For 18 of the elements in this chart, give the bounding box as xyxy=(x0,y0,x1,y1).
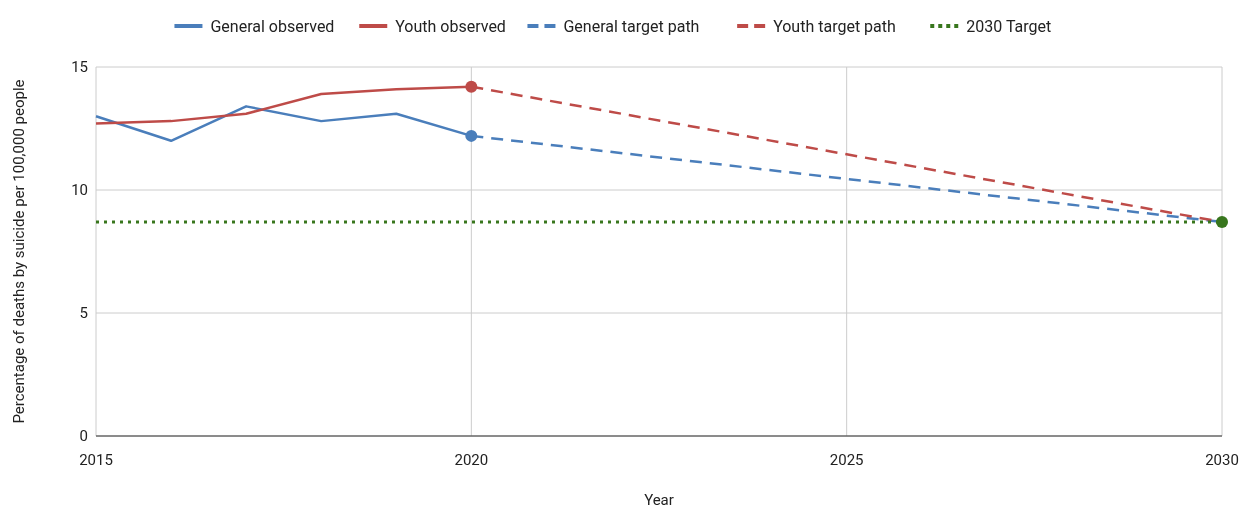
x-tick-label: 2030 xyxy=(1205,451,1239,469)
y-tick-label: 5 xyxy=(79,304,88,323)
x-tick-label: 2015 xyxy=(79,451,113,469)
x-tick-label: 2020 xyxy=(454,451,489,469)
x-axis-title: Year xyxy=(644,491,674,509)
legend-label: General target path xyxy=(563,16,700,36)
y-tick-label: 10 xyxy=(71,181,88,200)
y-tick-label: 0 xyxy=(79,427,88,446)
legend-label: Youth observed xyxy=(395,16,506,36)
point xyxy=(1216,215,1228,228)
point xyxy=(465,129,478,142)
x-tick-label: 2025 xyxy=(829,451,864,469)
legend-label: Youth target path xyxy=(773,16,896,36)
legend-label: 2030 Target xyxy=(966,16,1052,36)
y-axis-title: Percentage of deaths by suicide per 100,000 people xyxy=(10,79,28,424)
legend-label: General observed xyxy=(210,16,335,36)
y-tick-label: 15 xyxy=(71,58,88,77)
point xyxy=(465,80,478,93)
